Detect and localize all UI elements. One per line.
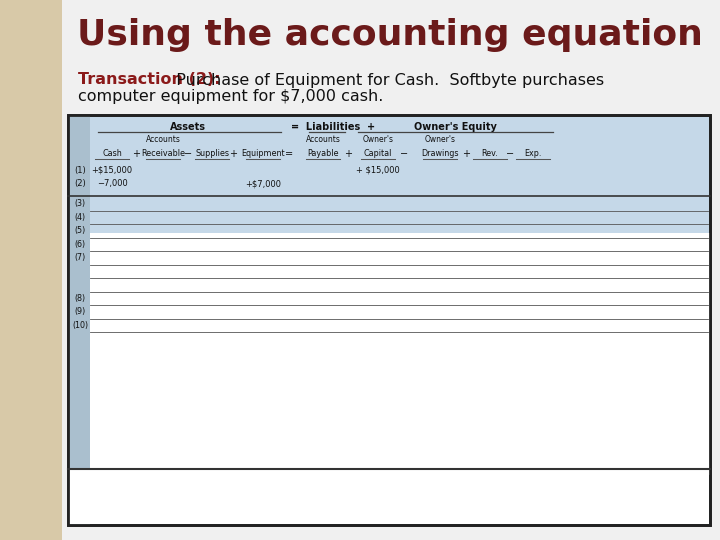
Bar — [68, 115, 710, 525]
Bar — [68, 115, 90, 525]
Text: Supplies: Supplies — [195, 150, 229, 159]
Text: Using the accounting equation: Using the accounting equation — [77, 18, 703, 52]
Text: Equipment: Equipment — [241, 150, 285, 159]
Text: Drawings: Drawings — [421, 150, 459, 159]
Bar — [69, 469, 709, 524]
Text: +: + — [229, 149, 237, 159]
Text: Owner's: Owner's — [425, 134, 456, 144]
Text: Owner's: Owner's — [362, 134, 394, 144]
Text: Cash: Cash — [102, 150, 122, 159]
Text: Exp.: Exp. — [524, 150, 541, 159]
Text: (4): (4) — [74, 213, 86, 222]
Text: (3): (3) — [74, 199, 86, 208]
Text: +: + — [132, 149, 140, 159]
Text: =  Liabilities  +: = Liabilities + — [291, 122, 375, 132]
Text: (2): (2) — [74, 179, 86, 188]
Text: +: + — [344, 149, 352, 159]
Text: −: − — [400, 149, 408, 159]
Text: +: + — [462, 149, 470, 159]
Text: (5): (5) — [74, 226, 86, 235]
Text: Assets: Assets — [169, 122, 205, 132]
Text: Transaction (2):: Transaction (2): — [78, 72, 220, 87]
Text: Accounts: Accounts — [305, 134, 341, 144]
Text: =: = — [285, 149, 293, 159]
Text: Payable: Payable — [307, 150, 338, 159]
Bar — [68, 115, 710, 525]
Text: (10): (10) — [72, 321, 88, 330]
Text: (1): (1) — [74, 165, 86, 174]
Text: Owner's Equity: Owner's Equity — [414, 122, 497, 132]
Text: +$7,000: +$7,000 — [245, 179, 281, 188]
Text: (7): (7) — [74, 253, 86, 262]
Text: Capital: Capital — [364, 150, 392, 159]
Text: −: − — [184, 149, 192, 159]
Text: Purchase of Equipment for Cash.  Softbyte purchases: Purchase of Equipment for Cash. Softbyte… — [166, 72, 604, 87]
Text: Accounts: Accounts — [145, 134, 181, 144]
Text: computer equipment for $7,000 cash.: computer equipment for $7,000 cash. — [78, 90, 383, 105]
Bar — [0, 0, 62, 540]
Text: (6): (6) — [74, 240, 86, 249]
Bar — [90, 233, 710, 475]
Text: +$15,000: +$15,000 — [91, 165, 132, 174]
Text: + $15,000: + $15,000 — [356, 165, 400, 174]
Text: −7,000: −7,000 — [96, 179, 127, 188]
Text: Receivable: Receivable — [141, 150, 185, 159]
Text: −: − — [506, 149, 514, 159]
Text: (9): (9) — [74, 307, 86, 316]
Text: (8): (8) — [74, 294, 86, 303]
Text: Rev.: Rev. — [482, 150, 498, 159]
